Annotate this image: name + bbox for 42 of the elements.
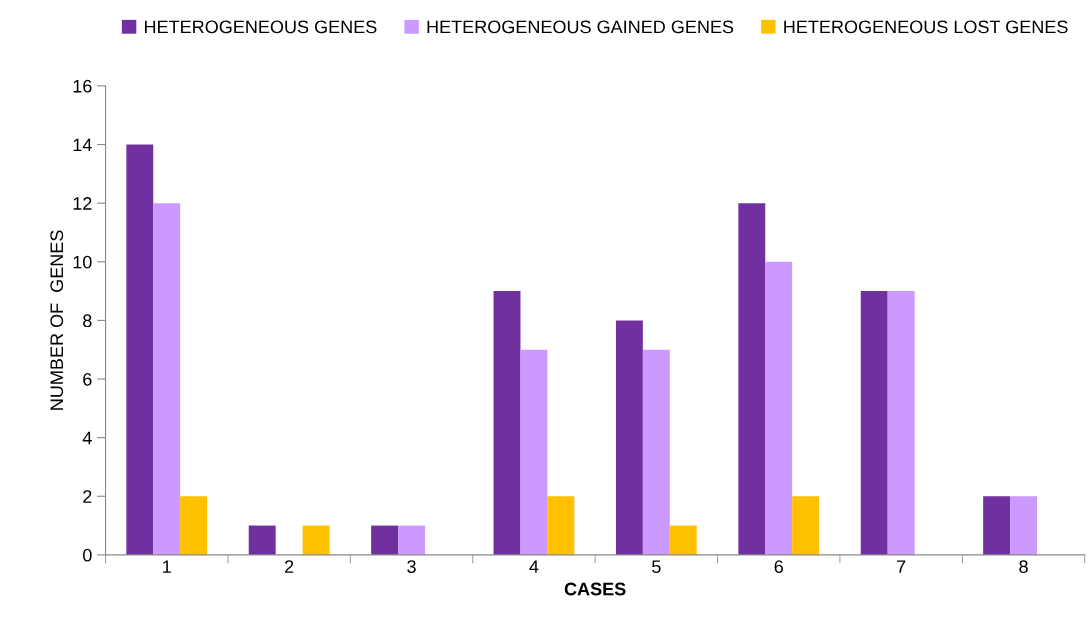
- x-tick-label: 5: [652, 560, 661, 574]
- y-tick-label: 0: [83, 548, 92, 562]
- bar: [983, 496, 1011, 555]
- bar: [642, 349, 670, 555]
- bar: [615, 320, 643, 555]
- legend-label: HETEROGENEOUS GENES: [145, 20, 377, 34]
- bar: [126, 144, 154, 555]
- legend-label: HETEROGENEOUS LOST GENES: [784, 20, 1068, 34]
- bar: [1010, 496, 1037, 555]
- bar: [547, 496, 575, 555]
- y-tick-label: 8: [83, 314, 92, 328]
- bar: [738, 203, 766, 555]
- bar: [153, 203, 181, 555]
- x-tick-label: 8: [1019, 560, 1028, 574]
- y-tick-label: 10: [73, 255, 92, 269]
- bar: [180, 496, 208, 555]
- bar: [792, 496, 820, 555]
- y-tick-label: 14: [73, 138, 92, 152]
- x-tick-label: 3: [407, 560, 416, 574]
- x-tick-label: 6: [774, 560, 783, 574]
- legend-label: HETEROGENEOUS GAINED GENES: [427, 20, 734, 34]
- bar: [520, 349, 548, 555]
- bar: [887, 291, 915, 555]
- bar: [248, 525, 276, 555]
- y-tick-label: 12: [73, 197, 92, 210]
- bar: [860, 291, 888, 555]
- x-tick-label: 4: [529, 560, 539, 573]
- bar: [669, 525, 697, 555]
- y-tick-label: 16: [73, 79, 92, 93]
- bar: [302, 525, 330, 555]
- bar: [398, 525, 425, 555]
- y-tick-label: 2: [83, 490, 92, 503]
- bar: [765, 261, 793, 555]
- x-tick-label: 1: [163, 560, 171, 573]
- bar: [371, 525, 399, 555]
- y-axis-title: NUMBER OF GENES: [50, 230, 64, 410]
- x-tick-label: 2: [285, 560, 294, 573]
- bar: [493, 291, 521, 555]
- y-tick-label: 6: [83, 372, 92, 386]
- x-tick-label: 7: [897, 560, 906, 573]
- x-axis-title: CASES: [564, 582, 626, 596]
- y-tick-label: 4: [82, 431, 92, 445]
